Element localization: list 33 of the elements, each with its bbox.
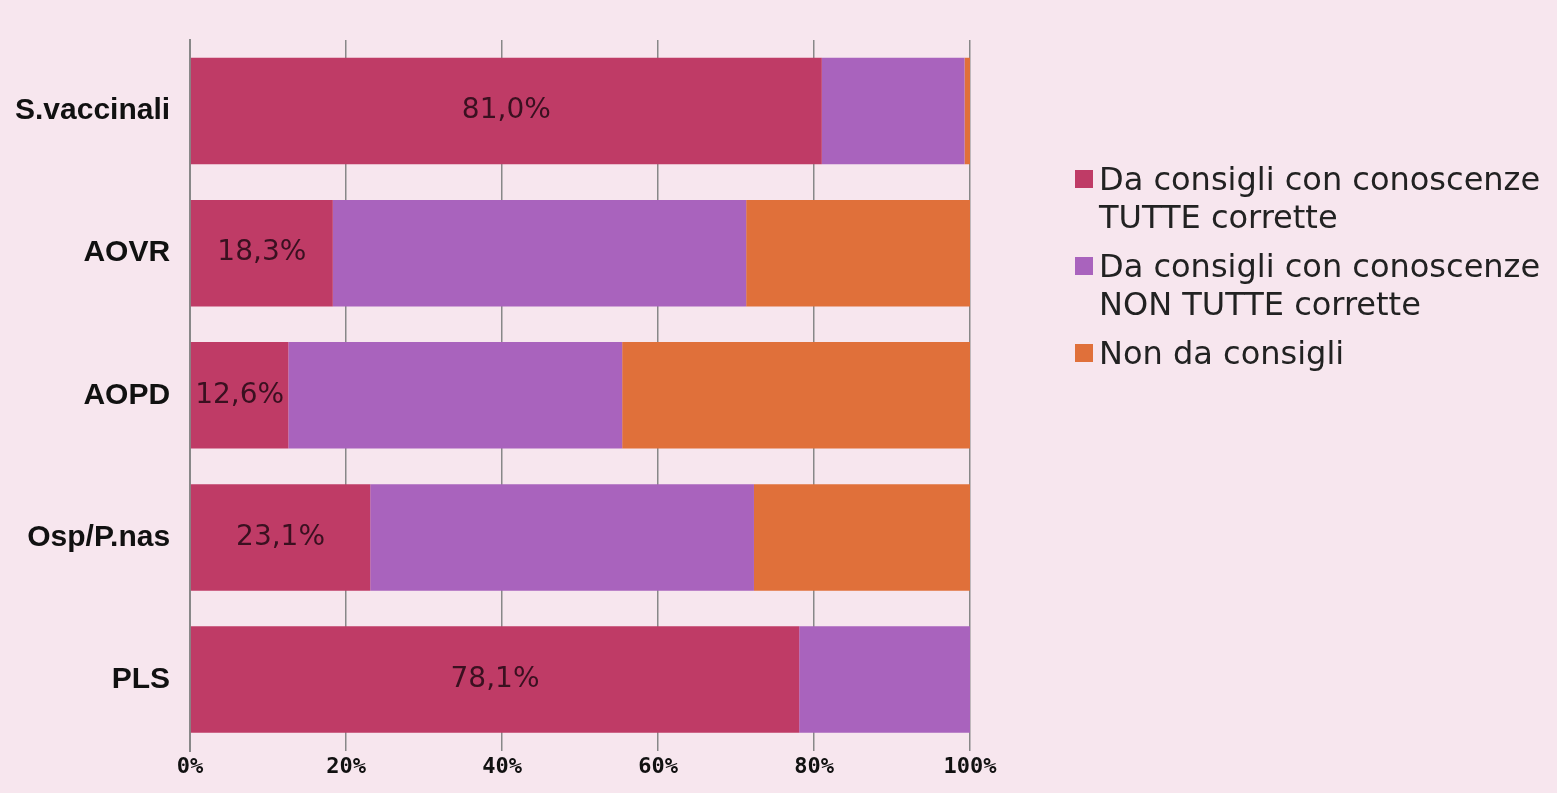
x-tick-label: 100% xyxy=(943,752,998,778)
legend-label: Da consigli con conoscenze NON TUTTE corrette xyxy=(1099,246,1542,324)
legend-label: Non da consigli xyxy=(1099,333,1345,372)
y-tick-label: Osp/P.nas xyxy=(27,518,171,552)
data-label: 78,1% xyxy=(450,660,540,694)
bar xyxy=(964,57,970,165)
bar xyxy=(332,199,747,307)
y-tick-label: AOVR xyxy=(83,234,171,268)
bar xyxy=(746,199,970,307)
bar xyxy=(190,626,800,733)
y-tick-label: PLS xyxy=(111,660,171,694)
x-tick-label: 20% xyxy=(326,752,367,778)
data-label: 23,1% xyxy=(236,518,326,552)
x-tick-label: 80% xyxy=(794,752,835,778)
data-label: 81,0% xyxy=(461,92,551,126)
legend-label: Da consigli con conoscenze TUTTE corrette xyxy=(1099,160,1542,237)
bar xyxy=(190,342,289,449)
bar xyxy=(799,626,970,733)
bar xyxy=(190,484,371,591)
y-tick-label: AOPD xyxy=(83,376,171,410)
bar xyxy=(370,484,754,591)
bar xyxy=(190,199,333,307)
x-tick-label: 40% xyxy=(482,752,523,778)
x-tick-label: 60% xyxy=(638,752,679,778)
data-label: 12,6% xyxy=(195,376,285,410)
bar xyxy=(821,57,965,165)
bar xyxy=(288,342,623,449)
x-tick-label: 0% xyxy=(176,752,205,778)
bar xyxy=(190,57,822,165)
bar xyxy=(753,484,970,591)
y-tick-label: S.vaccinali xyxy=(14,92,171,126)
data-label: 18,3% xyxy=(217,234,307,268)
bar xyxy=(622,342,970,449)
